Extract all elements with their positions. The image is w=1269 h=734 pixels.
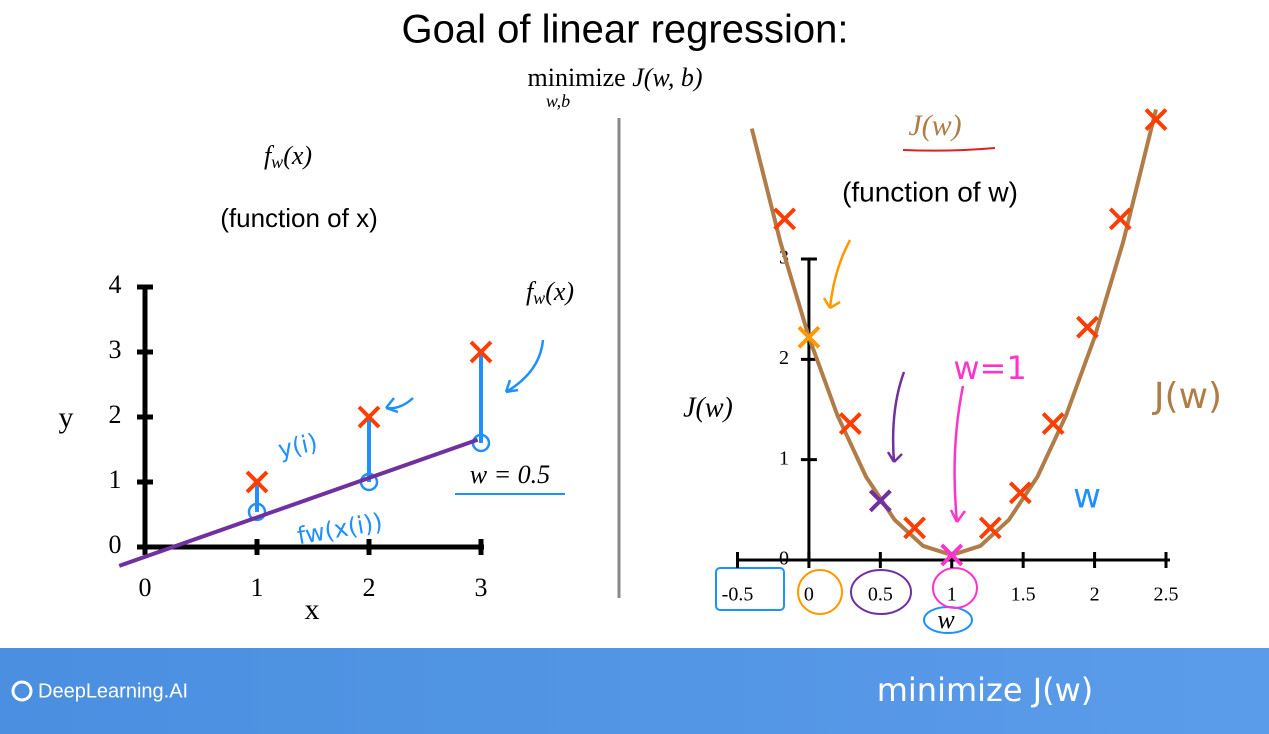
right-subtitle: (function of w) [842,176,1018,207]
x-tick-label: 0.5 [868,584,893,606]
logo [11,680,33,702]
param-label: w = 0.5 [470,460,550,489]
y-axis-label: y [59,401,74,434]
marker-stroke [773,207,797,231]
marker-stroke [1041,412,1065,435]
y-tick-label: 0 [779,548,789,570]
marker-stroke [1076,315,1099,339]
objective: minimize J(w, b) [528,63,703,92]
circle-annotation [850,569,912,615]
x-marker [1144,108,1168,131]
title-arg: (x) [283,141,312,170]
circle-annotation [797,569,843,615]
line-label-f: f [526,277,537,306]
x-marker [1108,207,1132,231]
line-label-sub: w [533,288,545,308]
arrow [385,397,414,414]
y-tick-label: 1 [109,465,122,494]
box-annotation [715,567,785,611]
y-tick-label: 3 [109,335,122,364]
left-subtitle: (function of x) [220,203,378,233]
slide-title: Goal of linear regression: [402,8,849,52]
marker-stroke [903,516,927,540]
right-title: J(w) [908,109,961,142]
prediction [247,502,267,522]
x-tick-label: 0 [804,584,814,606]
x-marker [1008,481,1032,505]
title-f: f [264,141,275,170]
x-tick-label: 2 [1090,584,1100,606]
x-marker [978,516,1002,540]
circle-annotation [932,567,978,609]
objective-func: J(w, b) [632,63,702,92]
x-marker [245,470,269,494]
marker-stroke [357,405,381,429]
marker-stroke [838,412,862,435]
marker-stroke [1008,481,1032,505]
note-y: y(i) [276,428,321,464]
y-tick-label: 1 [779,447,789,469]
footer-bar [0,648,1269,734]
x-marker [357,405,381,429]
x-tick-label: 3 [475,573,488,602]
underline [902,147,996,152]
marker-stroke [868,489,892,513]
x-marker [868,489,892,513]
x-tick-label: 0 [139,573,152,602]
data-line [118,437,479,568]
marker-stroke [978,516,1002,540]
arrow [504,339,545,394]
title-sub: w [271,152,283,172]
x-tick-label: 1 [251,573,264,602]
x-marker [940,543,964,567]
x-marker [903,516,927,540]
marker-stroke [245,470,269,494]
x-tick-label: -0.5 [722,584,754,606]
marker-stroke [797,325,821,349]
arrow [886,371,906,463]
x-tick-label: 2.5 [1154,584,1179,606]
brand: DeepLearning.AI [38,680,188,702]
arrow [822,239,852,310]
marker-stroke [469,340,493,364]
x-tick-label: 1 [947,584,957,606]
note-j: J(w) [1152,376,1222,417]
arrow [949,385,967,523]
y-tick-label: 0 [109,530,122,559]
x-marker [469,340,493,364]
left-title: fw(x) [264,141,312,172]
y-tick-label: 4 [109,270,122,299]
objective-text: minimize [528,63,626,92]
line-label-arg: (x) [545,277,574,306]
x-marker [838,412,862,435]
y-tick-label: 2 [779,347,789,369]
note-w1: w=1 [953,349,1026,387]
x-axis-label: x [305,593,320,626]
marker-stroke [1108,207,1132,231]
note-w: w [1073,477,1101,517]
line-label: fw(x) [526,277,574,308]
x-marker [773,207,797,231]
marker-stroke [940,543,964,567]
x-marker [1076,315,1099,339]
x-tick-label: 2 [363,573,376,602]
x-marker [1041,412,1065,435]
y-axis-label: J(w) [683,392,733,423]
footer-note: minimize J(w) [877,671,1094,709]
y-tick-label: 2 [109,400,122,429]
x-axis-label: w [937,605,955,634]
objective-sub: w,b [546,91,570,111]
marker-stroke [1144,108,1168,131]
x-tick-label: 1.5 [1011,584,1036,606]
x-marker [797,325,821,349]
